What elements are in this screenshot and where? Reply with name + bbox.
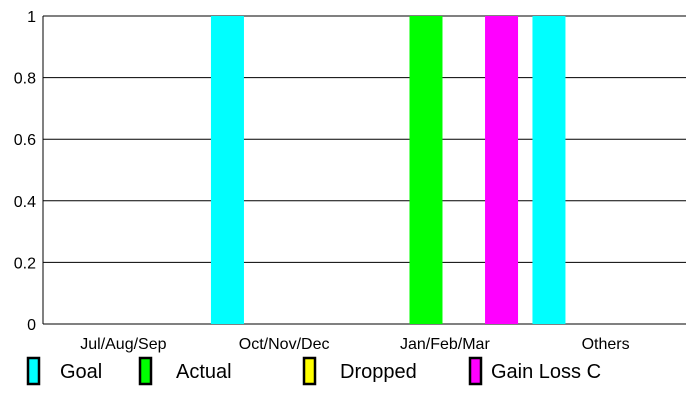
legend-label: Goal: [60, 361, 102, 383]
axes: 0 0.2 0.4 0.6 0.8 1 Jul/Aug/Sep Oct/Nov/Dec Jan/…: [14, 9, 630, 353]
bar-gain-loss-c-jan-feb-mar: [485, 16, 519, 324]
y-tick-label: 0.2: [14, 255, 36, 272]
y-tick-label: 1: [27, 9, 36, 26]
gridlines: [43, 15, 686, 325]
legend-label: Dropped: [340, 361, 417, 383]
legend-swatch: [468, 356, 483, 386]
x-tick-label: Jan/Feb/Mar: [400, 336, 490, 353]
legend-swatch: [26, 356, 41, 386]
legend: Goal Actual Dropped Gain Loss C: [26, 356, 601, 386]
legend-label: Gain Loss C: [491, 361, 601, 383]
y-tick-label: 0: [27, 317, 36, 334]
x-tick-label: Others: [582, 336, 630, 353]
bars: [210, 16, 566, 324]
bar-actual-jan-feb-mar: [409, 16, 443, 324]
legend-swatch: [302, 356, 317, 386]
y-tick-label: 0.8: [14, 71, 36, 88]
legend-label: Actual: [176, 361, 232, 383]
legend-swatch: [138, 356, 153, 386]
y-tick-label: 0.4: [14, 194, 36, 211]
bar-goal-others: [532, 16, 566, 324]
y-tick-label: 0.6: [14, 132, 36, 149]
bar-goal-oct-nov-dec: [210, 16, 244, 324]
x-tick-label: Jul/Aug/Sep: [80, 336, 166, 353]
x-tick-label: Oct/Nov/Dec: [239, 336, 330, 353]
